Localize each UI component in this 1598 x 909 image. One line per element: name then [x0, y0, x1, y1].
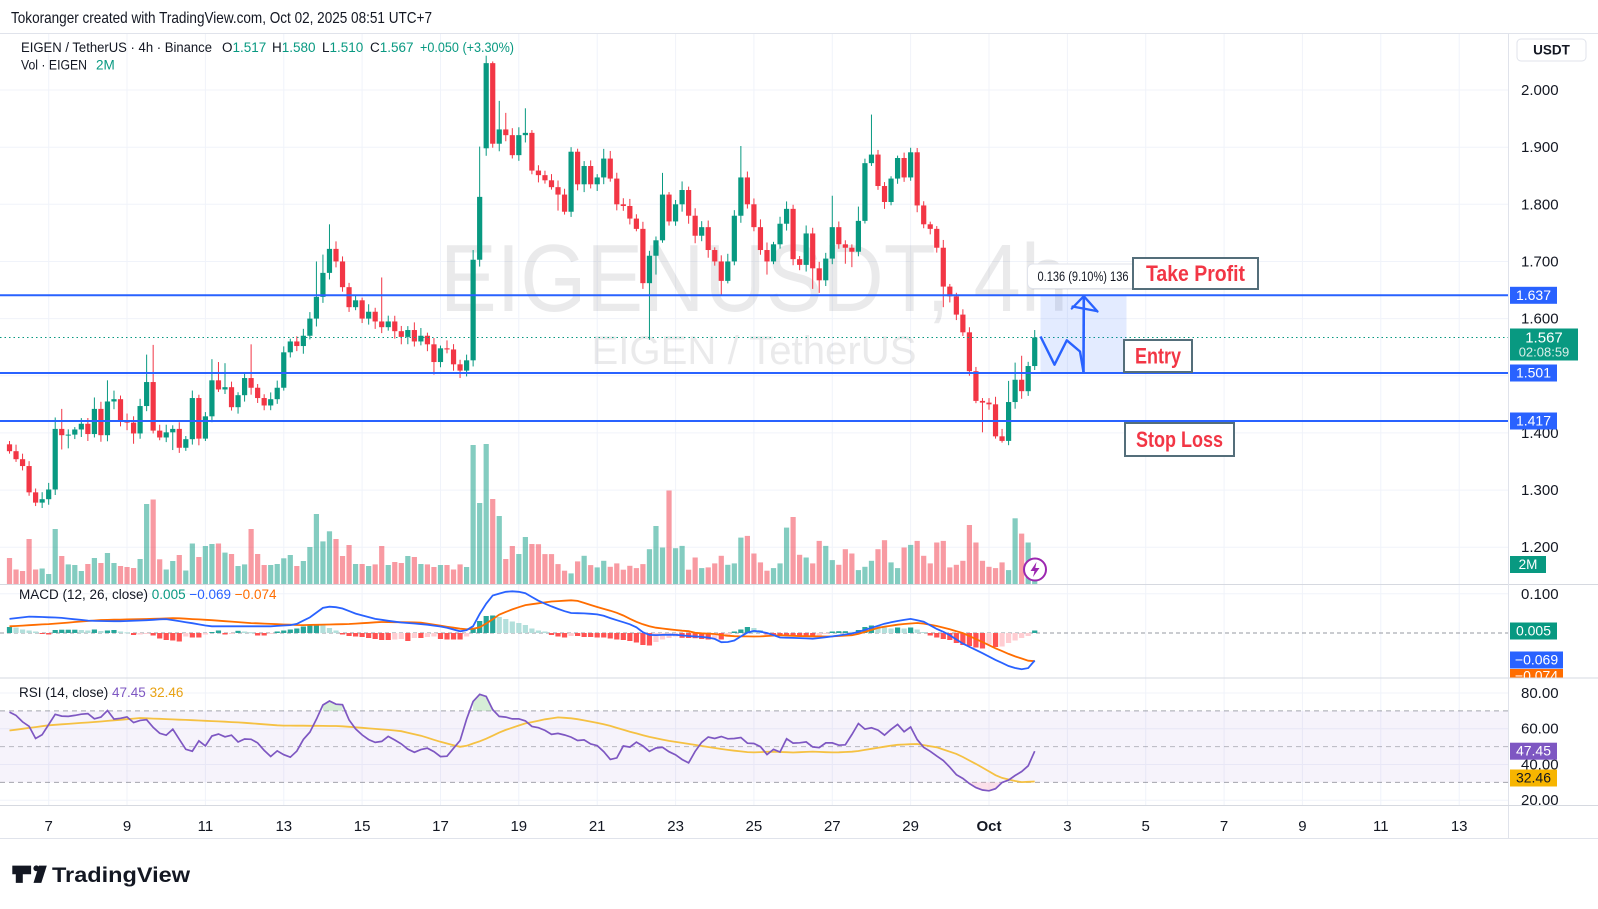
svg-text:3: 3	[1063, 818, 1071, 835]
svg-text:RSI (14, close) 47.45 32.46: RSI (14, close) 47.45 32.46	[19, 685, 183, 700]
svg-text:13: 13	[275, 818, 292, 835]
svg-text:7: 7	[1220, 818, 1228, 835]
svg-text:0.136 (9.10%) 136: 0.136 (9.10%) 136	[1038, 268, 1129, 284]
svg-text:0.005: 0.005	[1516, 623, 1551, 639]
svg-text:1.600: 1.600	[1521, 311, 1559, 328]
svg-text:23: 23	[667, 818, 684, 835]
svg-text:25: 25	[746, 818, 763, 835]
svg-text:1.417: 1.417	[1516, 413, 1551, 429]
svg-text:−0.069: −0.069	[1515, 652, 1558, 668]
svg-text:O1.517: O1.517	[222, 40, 266, 55]
svg-text:2M: 2M	[96, 58, 115, 73]
svg-text:−0.074: −0.074	[1515, 668, 1558, 684]
svg-text:1.300: 1.300	[1521, 482, 1559, 499]
svg-text:Entry: Entry	[1135, 344, 1182, 369]
svg-text:C1.567: C1.567	[370, 40, 414, 55]
svg-text:9: 9	[1298, 818, 1306, 835]
svg-text:21: 21	[589, 818, 606, 835]
svg-text:2.000: 2.000	[1521, 82, 1559, 99]
svg-text:0.100: 0.100	[1521, 586, 1559, 603]
svg-text:47.45: 47.45	[1516, 743, 1551, 759]
svg-text:9: 9	[123, 818, 131, 835]
svg-text:7: 7	[45, 818, 53, 835]
svg-text:02:08:59: 02:08:59	[1519, 345, 1570, 360]
svg-text:H1.580: H1.580	[272, 40, 316, 55]
svg-text:19: 19	[510, 818, 527, 835]
svg-text:1.637: 1.637	[1516, 287, 1551, 303]
svg-text:17: 17	[432, 818, 449, 835]
svg-text:Tokoranger created with Tradin: Tokoranger created with TradingView.com,…	[11, 10, 432, 27]
svg-text:13: 13	[1451, 818, 1468, 835]
svg-text:Stop Loss: Stop Loss	[1136, 427, 1223, 452]
svg-text:1.900: 1.900	[1521, 139, 1559, 156]
svg-text:USDT: USDT	[1533, 43, 1571, 58]
svg-text:1.501: 1.501	[1516, 365, 1551, 381]
svg-text:1.800: 1.800	[1521, 196, 1559, 213]
svg-text:Vol · EIGEN: Vol · EIGEN	[21, 58, 87, 73]
svg-text:11: 11	[198, 818, 214, 835]
svg-text:MACD (12, 26, close) 0.005 −0.: MACD (12, 26, close) 0.005 −0.069 −0.074	[19, 587, 277, 602]
svg-text:29: 29	[902, 818, 919, 835]
svg-text:TradingView: TradingView	[52, 863, 190, 887]
svg-text:EIGEN / TetherUS · 4h · Binanc: EIGEN / TetherUS · 4h · Binance	[21, 40, 212, 55]
svg-text:Oct: Oct	[976, 818, 1001, 835]
svg-text:20.00: 20.00	[1521, 792, 1559, 809]
svg-text:2M: 2M	[1519, 557, 1538, 572]
svg-text:EIGEN / TetherUS: EIGEN / TetherUS	[592, 329, 917, 373]
svg-text:EIGENUSDT, 4h: EIGENUSDT, 4h	[440, 225, 1068, 332]
svg-text:1.567: 1.567	[1525, 330, 1563, 347]
svg-text:1.200: 1.200	[1521, 539, 1559, 556]
svg-text:+0.050 (+3.30%): +0.050 (+3.30%)	[420, 40, 514, 55]
svg-text:Take Profit: Take Profit	[1146, 261, 1246, 286]
svg-text:40.00: 40.00	[1521, 757, 1559, 774]
svg-text:L1.510: L1.510	[322, 40, 363, 55]
svg-text:5: 5	[1142, 818, 1150, 835]
svg-text:15: 15	[354, 818, 371, 835]
svg-text:11: 11	[1373, 818, 1389, 835]
svg-text:80.00: 80.00	[1521, 685, 1559, 702]
svg-text:27: 27	[824, 818, 841, 835]
svg-text:60.00: 60.00	[1521, 721, 1559, 738]
svg-text:32.46: 32.46	[1516, 770, 1551, 786]
svg-text:1.700: 1.700	[1521, 254, 1559, 271]
